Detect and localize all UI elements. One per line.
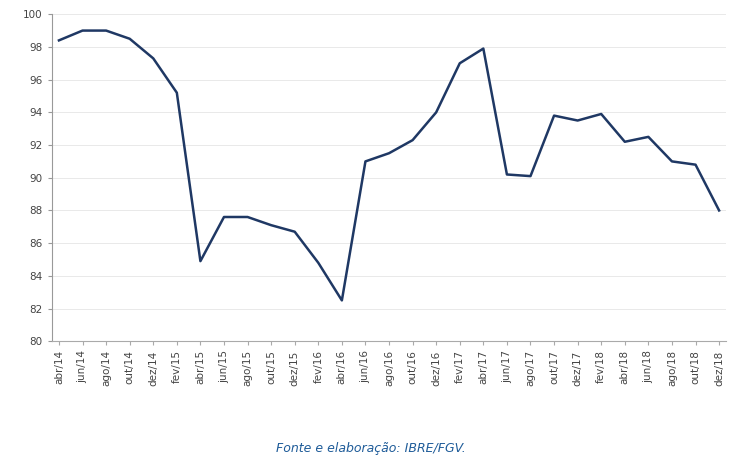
Text: Fonte e elaboração: IBRE/FGV.: Fonte e elaboração: IBRE/FGV. xyxy=(276,442,465,455)
